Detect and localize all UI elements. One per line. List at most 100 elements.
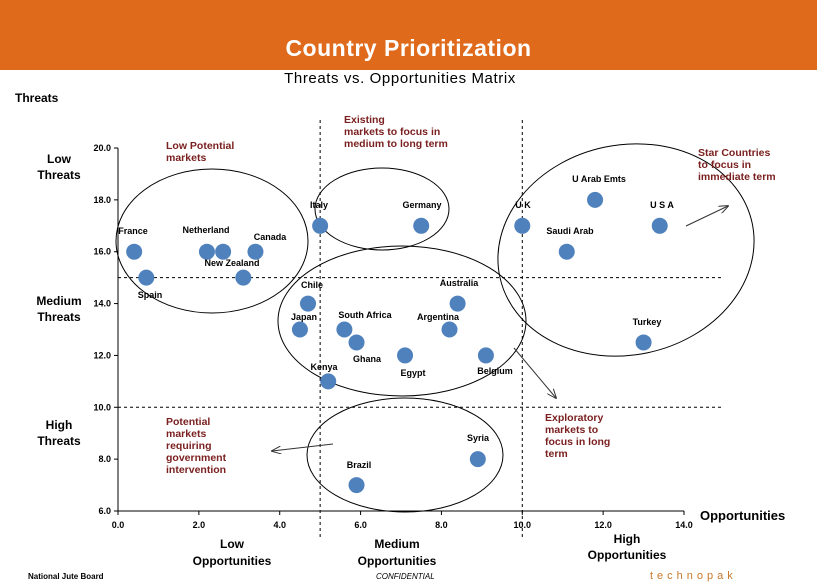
annotation-text: immediate term <box>698 171 776 183</box>
star-countries-group <box>497 143 755 357</box>
data-point <box>477 347 494 364</box>
existing-markets-group <box>314 167 450 251</box>
y-tick-label: 16.0 <box>93 247 111 257</box>
data-point-label: Germany <box>402 200 441 210</box>
y-tick-label: 8.0 <box>98 454 111 464</box>
footer-organization: National Jute Board <box>28 572 104 581</box>
annotation-text: markets <box>166 428 206 440</box>
x-axis-title: Opportunities <box>700 508 785 523</box>
y-tick-label: 18.0 <box>93 195 111 205</box>
data-point-label: Belgium <box>477 366 513 376</box>
data-point-label: Argentina <box>417 312 460 322</box>
exploratory-arrow <box>513 347 556 398</box>
data-point <box>348 334 365 351</box>
data-point-label: Japan <box>291 312 317 322</box>
data-point <box>247 243 264 260</box>
data-point-label: U K <box>515 200 531 210</box>
data-point <box>397 347 414 364</box>
x-zone-label: Opportunities <box>358 554 437 568</box>
annotation-text: intervention <box>166 464 226 476</box>
annotation-text: focus in long <box>545 436 610 448</box>
y-zone-label: Threats <box>37 310 81 324</box>
data-point <box>126 243 143 260</box>
data-point-label: Italy <box>310 200 328 210</box>
y-zone-label: Medium <box>36 294 81 308</box>
star-arrow <box>685 206 728 227</box>
x-zone-label: High <box>614 532 641 546</box>
data-point <box>348 477 365 494</box>
y-tick-label: 12.0 <box>93 350 111 360</box>
data-point-label: Brazil <box>347 460 372 470</box>
x-zone-label: Opportunities <box>193 554 272 568</box>
data-point-label: Kenya <box>310 362 338 372</box>
y-zone-label: High <box>46 418 73 432</box>
data-point <box>441 321 458 338</box>
x-zone-label: Opportunities <box>588 548 667 562</box>
data-point <box>449 295 466 312</box>
data-point-label: Australia <box>440 278 480 288</box>
data-point <box>413 217 430 234</box>
annotation-text: Existing <box>344 114 385 126</box>
data-point <box>336 321 353 338</box>
x-tick-label: 12.0 <box>594 520 612 530</box>
data-point-label: Saudi Arab <box>546 226 594 236</box>
annotation-text: Exploratory <box>545 412 604 424</box>
data-point <box>215 243 232 260</box>
chart-subtitle: Threats vs. Opportunities Matrix <box>284 70 516 87</box>
y-tick-label: 10.0 <box>93 402 111 412</box>
x-zone-label: Low <box>220 537 245 551</box>
annotation-text: term <box>545 448 568 460</box>
annotation-text: to focus in <box>698 159 751 171</box>
data-point-label: Turkey <box>633 317 662 327</box>
annotation-text: medium to long term <box>344 138 448 150</box>
annotation-text: requiring <box>166 440 212 452</box>
annotation-text: Star Countries <box>698 147 771 159</box>
data-point <box>587 191 604 208</box>
footer-confidential: CONFIDENTIAL <box>376 572 435 581</box>
x-tick-label: 8.0 <box>435 520 448 530</box>
data-point-label: Canada <box>254 232 288 242</box>
y-zone-label: Low <box>47 152 72 166</box>
data-point <box>651 217 668 234</box>
data-point <box>300 295 317 312</box>
page-title: Country Prioritization <box>285 35 532 61</box>
data-point-label: Spain <box>138 290 163 300</box>
data-point <box>312 217 329 234</box>
potential-markets-group <box>306 397 504 513</box>
data-point-label: Chile <box>301 280 323 290</box>
data-point-label: New Zealand <box>204 258 259 268</box>
annotation-text: markets to <box>545 424 598 436</box>
data-point-label: Ghana <box>353 354 382 364</box>
data-point-label: U Arab Emts <box>572 174 626 184</box>
y-tick-label: 6.0 <box>98 506 111 516</box>
annotation-text: Low Potential <box>166 140 234 152</box>
x-tick-label: 14.0 <box>675 520 693 530</box>
annotation-text: Potential <box>166 416 210 428</box>
data-point <box>291 321 308 338</box>
y-zone-label: Threats <box>37 434 81 448</box>
data-point <box>320 373 337 390</box>
data-point-label: U S A <box>650 200 674 210</box>
data-point <box>198 243 215 260</box>
middle-markets-group <box>277 245 527 397</box>
y-zone-label: Threats <box>37 168 81 182</box>
x-tick-label: 2.0 <box>193 520 206 530</box>
data-point <box>558 243 575 260</box>
annotation-text: markets to focus in <box>344 126 440 138</box>
data-point-label: Syria <box>467 433 490 443</box>
data-point-label: France <box>118 226 148 236</box>
y-axis-title: Threats <box>15 91 59 105</box>
footer-brand-logo: technopak <box>650 570 737 582</box>
x-tick-label: 0.0 <box>112 520 125 530</box>
data-point-label: South Africa <box>338 310 392 320</box>
potential-arrow <box>272 443 334 451</box>
data-point-label: Egypt <box>400 368 425 378</box>
y-tick-label: 14.0 <box>93 299 111 309</box>
data-point <box>514 217 531 234</box>
data-point-label: Netherland <box>182 225 229 235</box>
x-zone-label: Medium <box>374 537 419 551</box>
annotation-text: markets <box>166 152 206 164</box>
data-point <box>138 269 155 286</box>
data-point <box>235 269 252 286</box>
